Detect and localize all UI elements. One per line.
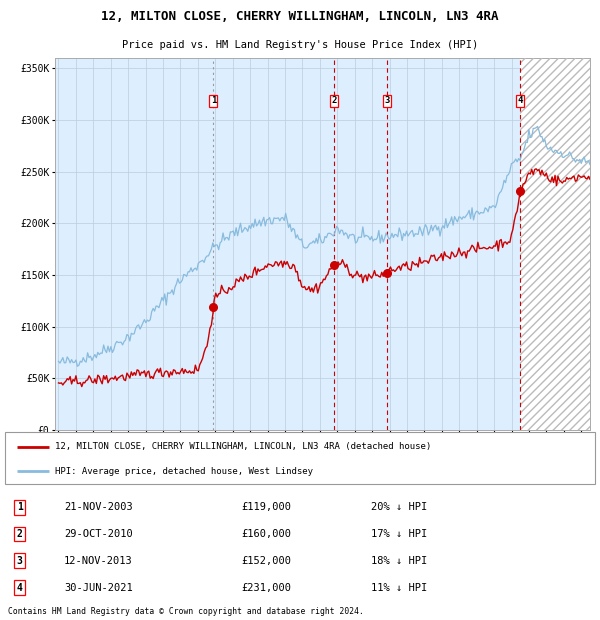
FancyBboxPatch shape [5, 432, 595, 484]
Text: 3: 3 [385, 96, 390, 105]
Text: 1: 1 [211, 96, 216, 105]
Text: HPI: Average price, detached house, West Lindsey: HPI: Average price, detached house, West… [55, 466, 313, 476]
Text: 4: 4 [17, 583, 23, 593]
Text: Price paid vs. HM Land Registry's House Price Index (HPI): Price paid vs. HM Land Registry's House … [122, 40, 478, 50]
Text: 21-NOV-2003: 21-NOV-2003 [64, 502, 133, 512]
Text: 29-OCT-2010: 29-OCT-2010 [64, 529, 133, 539]
Text: 20% ↓ HPI: 20% ↓ HPI [371, 502, 427, 512]
Text: 18% ↓ HPI: 18% ↓ HPI [371, 556, 427, 566]
Text: 4: 4 [518, 96, 523, 105]
Text: 12, MILTON CLOSE, CHERRY WILLINGHAM, LINCOLN, LN3 4RA: 12, MILTON CLOSE, CHERRY WILLINGHAM, LIN… [101, 10, 499, 23]
Text: £152,000: £152,000 [241, 556, 291, 566]
Text: 30-JUN-2021: 30-JUN-2021 [64, 583, 133, 593]
Text: £231,000: £231,000 [241, 583, 291, 593]
Text: 11% ↓ HPI: 11% ↓ HPI [371, 583, 427, 593]
Text: 3: 3 [17, 556, 23, 566]
Text: 2: 2 [332, 96, 337, 105]
Text: 12-NOV-2013: 12-NOV-2013 [64, 556, 133, 566]
Text: 17% ↓ HPI: 17% ↓ HPI [371, 529, 427, 539]
Bar [520, 58, 599, 430]
Bar [520, 58, 599, 430]
Text: £119,000: £119,000 [241, 502, 291, 512]
Text: 2: 2 [17, 529, 23, 539]
Text: 12, MILTON CLOSE, CHERRY WILLINGHAM, LINCOLN, LN3 4RA (detached house): 12, MILTON CLOSE, CHERRY WILLINGHAM, LIN… [55, 442, 431, 451]
Bar [520, 58, 599, 430]
Text: 1: 1 [17, 502, 23, 512]
Text: £160,000: £160,000 [241, 529, 291, 539]
Text: Contains HM Land Registry data © Crown copyright and database right 2024.: Contains HM Land Registry data © Crown c… [8, 606, 364, 616]
